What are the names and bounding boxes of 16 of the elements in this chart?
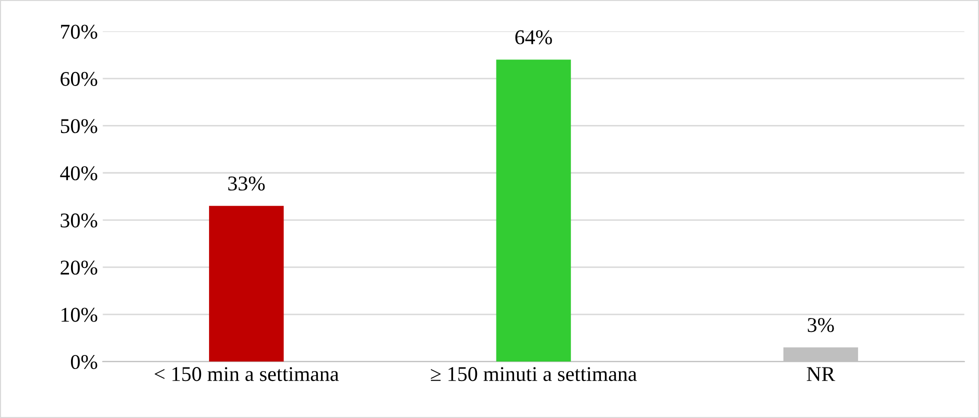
y-tick-label: 60% — [60, 72, 98, 86]
y-tick-label: 70% — [61, 24, 98, 39]
y-tick-label: 50% — [60, 119, 98, 134]
y-tick-label: 0% — [70, 354, 98, 370]
x-tick-label: < 150 min a settimana — [154, 367, 339, 382]
data-label: 64% — [515, 30, 552, 44]
data-label: 33% — [228, 176, 265, 191]
x-tick-label: ≥ 150 minuti a settimana — [430, 367, 637, 382]
x-tick-label: NR — [806, 367, 836, 381]
y-tick-label: 40% — [60, 166, 98, 180]
y-tick-label: 30% — [60, 213, 98, 228]
y-tick-label: 20% — [60, 260, 98, 275]
data-label: 3% — [808, 318, 834, 332]
y-tick-label: 10% — [62, 308, 98, 322]
bar — [209, 206, 284, 362]
bar — [496, 60, 571, 362]
